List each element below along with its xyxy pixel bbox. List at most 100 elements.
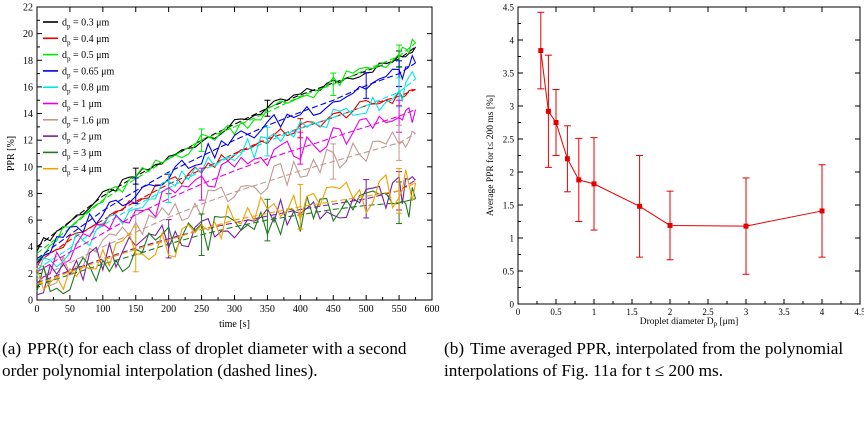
data-point-marker xyxy=(667,222,673,228)
legend-label-rest: = 0.5 μm xyxy=(71,50,110,61)
y-tick-label: 1.5 xyxy=(503,201,515,211)
x-tick-label: 250 xyxy=(194,304,209,315)
series-fit-line xyxy=(36,46,416,248)
caption-b: (b) Time averaged PPR, interpolated from … xyxy=(444,338,864,382)
data-point-group xyxy=(552,89,560,156)
data-point-marker xyxy=(576,177,582,183)
legend-label: dp = 0.3 μm xyxy=(62,18,110,31)
x-tick-label: 450 xyxy=(326,304,341,315)
legend-label: dp = 0.65 μm xyxy=(62,66,115,79)
data-point-marker xyxy=(564,156,570,162)
y-tick-label: 0 xyxy=(28,296,33,307)
x-tick-label: 4.5 xyxy=(854,307,864,317)
series-data-line xyxy=(36,169,417,291)
series-fit-line xyxy=(36,109,416,273)
x-tick-label: 500 xyxy=(359,304,374,315)
y-tick-label: 2 xyxy=(510,168,515,178)
legend-label: dp = 0.5 μm xyxy=(62,50,110,63)
legend-label-sub: p xyxy=(67,55,71,63)
data-point-marker xyxy=(538,48,544,54)
series-fit-line xyxy=(36,89,416,264)
data-point-marker xyxy=(553,120,559,125)
average-ppr-chart-svg: 0 0.5 1 1.5 2 2.5 3 3.5 4 4.5 0 0.5 1 1.5 2 2.5 3 3.5 4 4.5… xyxy=(485,3,864,329)
y-tick-label: 18 xyxy=(23,56,33,67)
data-point-marker xyxy=(743,223,749,229)
series-data-line xyxy=(36,89,416,267)
y-tick-label: 6 xyxy=(28,216,33,227)
data-point-marker xyxy=(637,203,643,209)
legend-label-rest: = 0.4 μm xyxy=(71,34,110,45)
x-tick-label: 550 xyxy=(392,304,407,315)
series-group xyxy=(36,86,416,267)
data-point-group xyxy=(563,125,571,193)
y-tick-label: 3.5 xyxy=(503,69,515,79)
series-data-line xyxy=(36,38,416,262)
legend-label: dp = 1.6 μm xyxy=(62,115,110,128)
legend-label-sub: p xyxy=(67,39,71,47)
legend-label-sub: p xyxy=(67,120,71,128)
data-point-marker xyxy=(591,181,597,187)
data-point-group xyxy=(818,164,826,258)
y-tick-label: 12 xyxy=(23,136,33,147)
legend-label-main: d xyxy=(62,50,67,61)
legend-label-sub: p xyxy=(67,169,71,177)
x-tick-label: 300 xyxy=(227,304,242,315)
x-axis-label: Droplet diameter Dp [μm] xyxy=(640,317,739,328)
legend-label-sub: p xyxy=(67,23,71,31)
legend-label-sub: p xyxy=(67,104,71,112)
y-axis-label: Average PPR for t≤ 200 ms [%] xyxy=(485,95,496,216)
average-ppr-chart: 0 0.5 1 1.5 2 2.5 3 3.5 4 4.5 0 0.5 1 1.5 2 2.5 3 3.5 4 4.5… xyxy=(455,0,864,330)
y-tick-label: 4 xyxy=(510,36,515,46)
x-tick-label: 3 xyxy=(744,307,749,317)
y-tick-label: 1 xyxy=(510,234,515,244)
x-tick-label: 2 xyxy=(668,307,673,317)
y-tick-label: 4.5 xyxy=(503,3,515,13)
y-tick-label: 2.5 xyxy=(503,135,515,145)
y-tick-label: 3 xyxy=(510,102,515,112)
y-tick-label: 16 xyxy=(23,82,33,93)
caption-a-text: PPR(t) for each class of droplet diamete… xyxy=(2,339,407,380)
x-axis-label-main: Droplet diameter D xyxy=(640,317,714,327)
data-point-group xyxy=(575,137,583,222)
x-tick-label: 50 xyxy=(65,304,75,315)
data-point-marker xyxy=(545,108,551,114)
x-tick-label: 200 xyxy=(161,304,176,315)
series-data-line xyxy=(36,106,417,284)
data-point-group xyxy=(742,177,750,275)
legend-label: dp = 0.4 μm xyxy=(62,34,110,47)
legend-label-main: d xyxy=(62,34,67,45)
y-tick-label: 10 xyxy=(23,162,33,173)
y-tick-label: 4 xyxy=(28,242,33,253)
caption-b-text: Time averaged PPR, interpolated from the… xyxy=(444,339,844,380)
legend-label-main: d xyxy=(62,99,67,110)
caption-a-label: (a) xyxy=(2,339,22,358)
series-fit-line xyxy=(36,78,416,270)
x-axis-label-rest: [μm] xyxy=(717,317,738,327)
legend-label-rest: = 4 μm xyxy=(71,164,103,175)
data-point-group xyxy=(590,137,598,231)
legend-label-main: d xyxy=(62,132,67,143)
legend-label-sub: p xyxy=(67,71,71,79)
y-tick-label: 22 xyxy=(23,3,33,14)
y-tick-label: 0 xyxy=(510,300,515,310)
series-fit-line xyxy=(36,133,416,280)
x-axis-label-sub: p xyxy=(714,320,718,328)
x-tick-label: 0 xyxy=(516,307,521,317)
x-tick-label: 600 xyxy=(425,304,440,315)
y-tick-label: 8 xyxy=(28,189,33,200)
y-tick-label: 14 xyxy=(23,109,33,120)
legend-label: dp = 3 μm xyxy=(62,148,102,161)
data-line xyxy=(540,50,823,227)
y-tick-label: 0.5 xyxy=(503,267,515,277)
data-point-group xyxy=(537,11,545,90)
legend-label-main: d xyxy=(62,83,67,94)
x-tick-label: 2.5 xyxy=(702,307,714,317)
caption-b-label: (b) xyxy=(444,339,465,358)
x-tick-label: 0 xyxy=(35,304,40,315)
x-tick-label: 3.5 xyxy=(778,307,790,317)
legend-label-rest: = 0.3 μm xyxy=(71,18,110,29)
legend-label: dp = 4 μm xyxy=(62,164,102,177)
series-group xyxy=(36,54,417,264)
data-point-group xyxy=(666,190,674,261)
